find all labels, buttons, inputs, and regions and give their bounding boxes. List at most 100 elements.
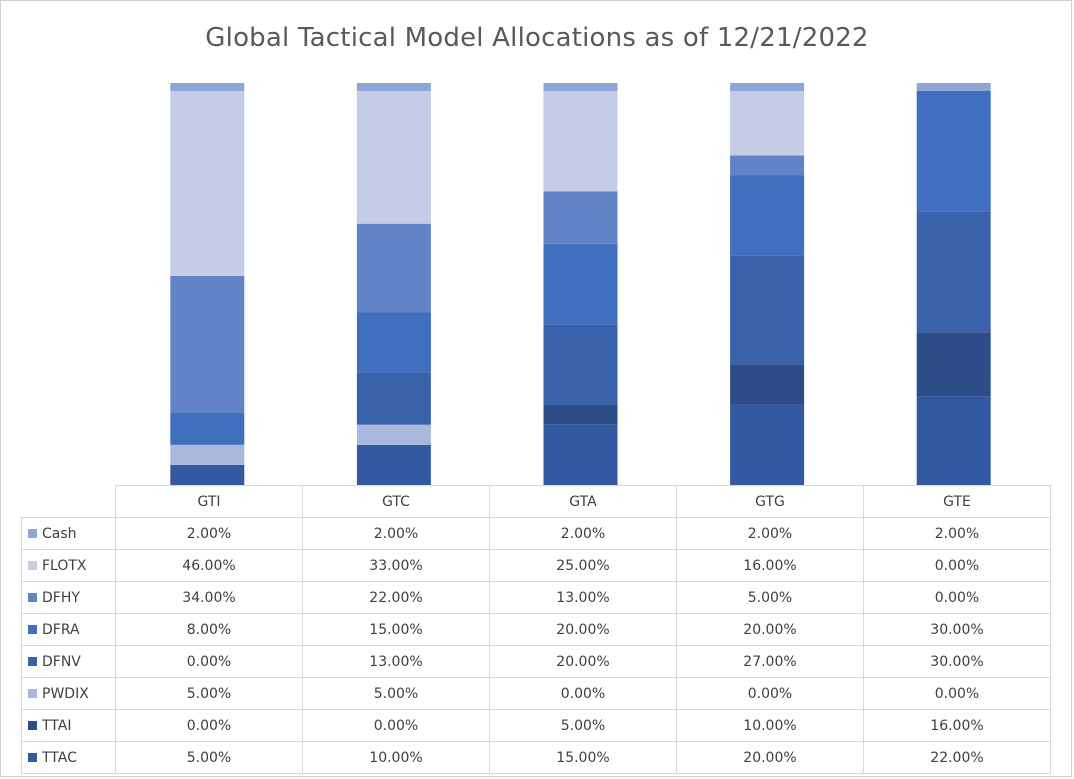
- bar-segment-gtc-flotx: [356, 91, 431, 224]
- data-label: 15.00%: [489, 741, 677, 774]
- data-label: 0.00%: [489, 677, 677, 710]
- data-table: GTI GTC GTA GTG GTE Cash 2.00% 2.00% 2.00% 2.00%…: [21, 485, 1051, 774]
- data-label: 10.00%: [676, 709, 864, 742]
- bar-segment-gta-dfnv: [543, 324, 618, 405]
- bar-segment-gtc-dfhy: [356, 223, 431, 313]
- data-label: 2.00%: [489, 517, 677, 550]
- category-label-gti: GTI: [115, 485, 303, 518]
- table-row: DFHY 34.00% 22.00% 13.00% 5.00% 0.00%: [21, 581, 1051, 614]
- data-label: 0.00%: [302, 709, 490, 742]
- data-label: 5.00%: [115, 741, 303, 774]
- series-label: TTAI: [42, 717, 72, 734]
- bar-segment-gta-flotx: [543, 91, 618, 192]
- data-label: 46.00%: [115, 549, 303, 582]
- data-label: 8.00%: [115, 613, 303, 646]
- data-label: 0.00%: [863, 549, 1051, 582]
- category-label-gtg: GTG: [676, 485, 864, 518]
- series-label: TTAC: [42, 749, 77, 766]
- series-label: DFRA: [42, 621, 80, 638]
- legend-entry: FLOTX: [21, 549, 116, 582]
- data-label: 34.00%: [115, 581, 303, 614]
- data-label: 5.00%: [115, 677, 303, 710]
- bar-segment-gta-dfhy: [543, 191, 618, 244]
- series-label: PWDIX: [42, 685, 89, 702]
- bar-segment-gtc-pwdix: [356, 424, 431, 445]
- bar-segment-gte-ttai: [916, 332, 991, 397]
- bar-segment-gte-cash: [916, 83, 991, 91]
- table-row: TTAI 0.00% 0.00% 5.00% 10.00% 16.00%: [21, 709, 1051, 742]
- bar-segment-gti-ttac: [170, 464, 245, 485]
- series-label: DFNV: [42, 653, 81, 670]
- bar-segment-gtg-cash: [730, 83, 805, 91]
- data-label: 0.00%: [863, 677, 1051, 710]
- data-label: 5.00%: [676, 581, 864, 614]
- table-row: FLOTX 46.00% 33.00% 25.00% 16.00% 0.00%: [21, 549, 1051, 582]
- data-label: 13.00%: [489, 581, 677, 614]
- table-row: PWDIX 5.00% 5.00% 0.00% 0.00% 0.00%: [21, 677, 1051, 710]
- data-label: 0.00%: [115, 645, 303, 678]
- bar-segment-gtg-ttac: [730, 404, 805, 485]
- table-row: DFRA 8.00% 15.00% 20.00% 20.00% 30.00%: [21, 613, 1051, 646]
- bar-segment-gtc-cash: [356, 83, 431, 91]
- legend-swatch: [28, 656, 37, 666]
- category-label-gta: GTA: [489, 485, 677, 518]
- bar-segment-gte-dfra: [916, 91, 991, 212]
- legend-entry: TTAC: [21, 741, 116, 774]
- legend-swatch: [28, 688, 37, 698]
- data-label: 20.00%: [489, 645, 677, 678]
- data-label: 30.00%: [863, 613, 1051, 646]
- bar-segment-gtg-dfnv: [730, 255, 805, 365]
- bar-segment-gta-ttac: [543, 424, 618, 485]
- bar-segment-gtc-dfra: [356, 312, 431, 373]
- bar-segment-gtg-dfhy: [730, 155, 805, 176]
- legend-entry: DFRA: [21, 613, 116, 646]
- data-label: 2.00%: [302, 517, 490, 550]
- series-label: DFHY: [42, 589, 80, 606]
- legend-swatch: [28, 752, 37, 762]
- bar-segment-gti-dfra: [170, 412, 245, 445]
- legend-swatch: [28, 592, 37, 602]
- category-label-gte: GTE: [863, 485, 1051, 518]
- bar-segment-gta-dfra: [543, 243, 618, 325]
- legend-entry: Cash: [21, 517, 116, 550]
- bar-segment-gti-flotx: [170, 91, 245, 276]
- bar-segment-gta-ttai: [543, 404, 618, 425]
- data-label: 10.00%: [302, 741, 490, 774]
- data-label: 5.00%: [489, 709, 677, 742]
- series-label: Cash: [42, 525, 77, 542]
- legend-entry: DFHY: [21, 581, 116, 614]
- legend-swatch: [28, 528, 37, 538]
- data-label: 22.00%: [302, 581, 490, 614]
- data-label: 0.00%: [863, 581, 1051, 614]
- data-label: 20.00%: [676, 741, 864, 774]
- bar-segment-gti-cash: [170, 83, 245, 91]
- category-label-gtc: GTC: [302, 485, 490, 518]
- data-label: 33.00%: [302, 549, 490, 582]
- series-label: FLOTX: [42, 557, 87, 574]
- bar-segment-gti-dfhy: [170, 276, 245, 413]
- legend-swatch: [28, 624, 37, 634]
- data-label: 2.00%: [863, 517, 1051, 550]
- legend-swatch: [28, 720, 37, 730]
- data-table-header-row: GTI GTC GTA GTG GTE: [21, 485, 1051, 518]
- bar-segment-gti-pwdix: [170, 444, 245, 465]
- bar-segment-gtg-dfra: [730, 175, 805, 256]
- bar-segment-gta-cash: [543, 83, 618, 91]
- table-row: Cash 2.00% 2.00% 2.00% 2.00% 2.00%: [21, 517, 1051, 550]
- data-label: 20.00%: [676, 613, 864, 646]
- data-label: 0.00%: [676, 677, 864, 710]
- table-row: TTAC 5.00% 10.00% 15.00% 20.00% 22.00%: [21, 741, 1051, 774]
- legend-entry: TTAI: [21, 709, 116, 742]
- legend-entry: PWDIX: [21, 677, 116, 710]
- bar-segment-gte-ttac: [916, 396, 991, 485]
- data-label: 2.00%: [115, 517, 303, 550]
- legend-entry: DFNV: [21, 645, 116, 678]
- data-label: 0.00%: [115, 709, 303, 742]
- data-label: 15.00%: [302, 613, 490, 646]
- table-corner: [21, 485, 116, 518]
- bar-segment-gtg-flotx: [730, 91, 805, 156]
- chart-title: Global Tactical Model Allocations as of …: [205, 23, 869, 53]
- data-label: 27.00%: [676, 645, 864, 678]
- bar-segment-gtc-dfnv: [356, 372, 431, 425]
